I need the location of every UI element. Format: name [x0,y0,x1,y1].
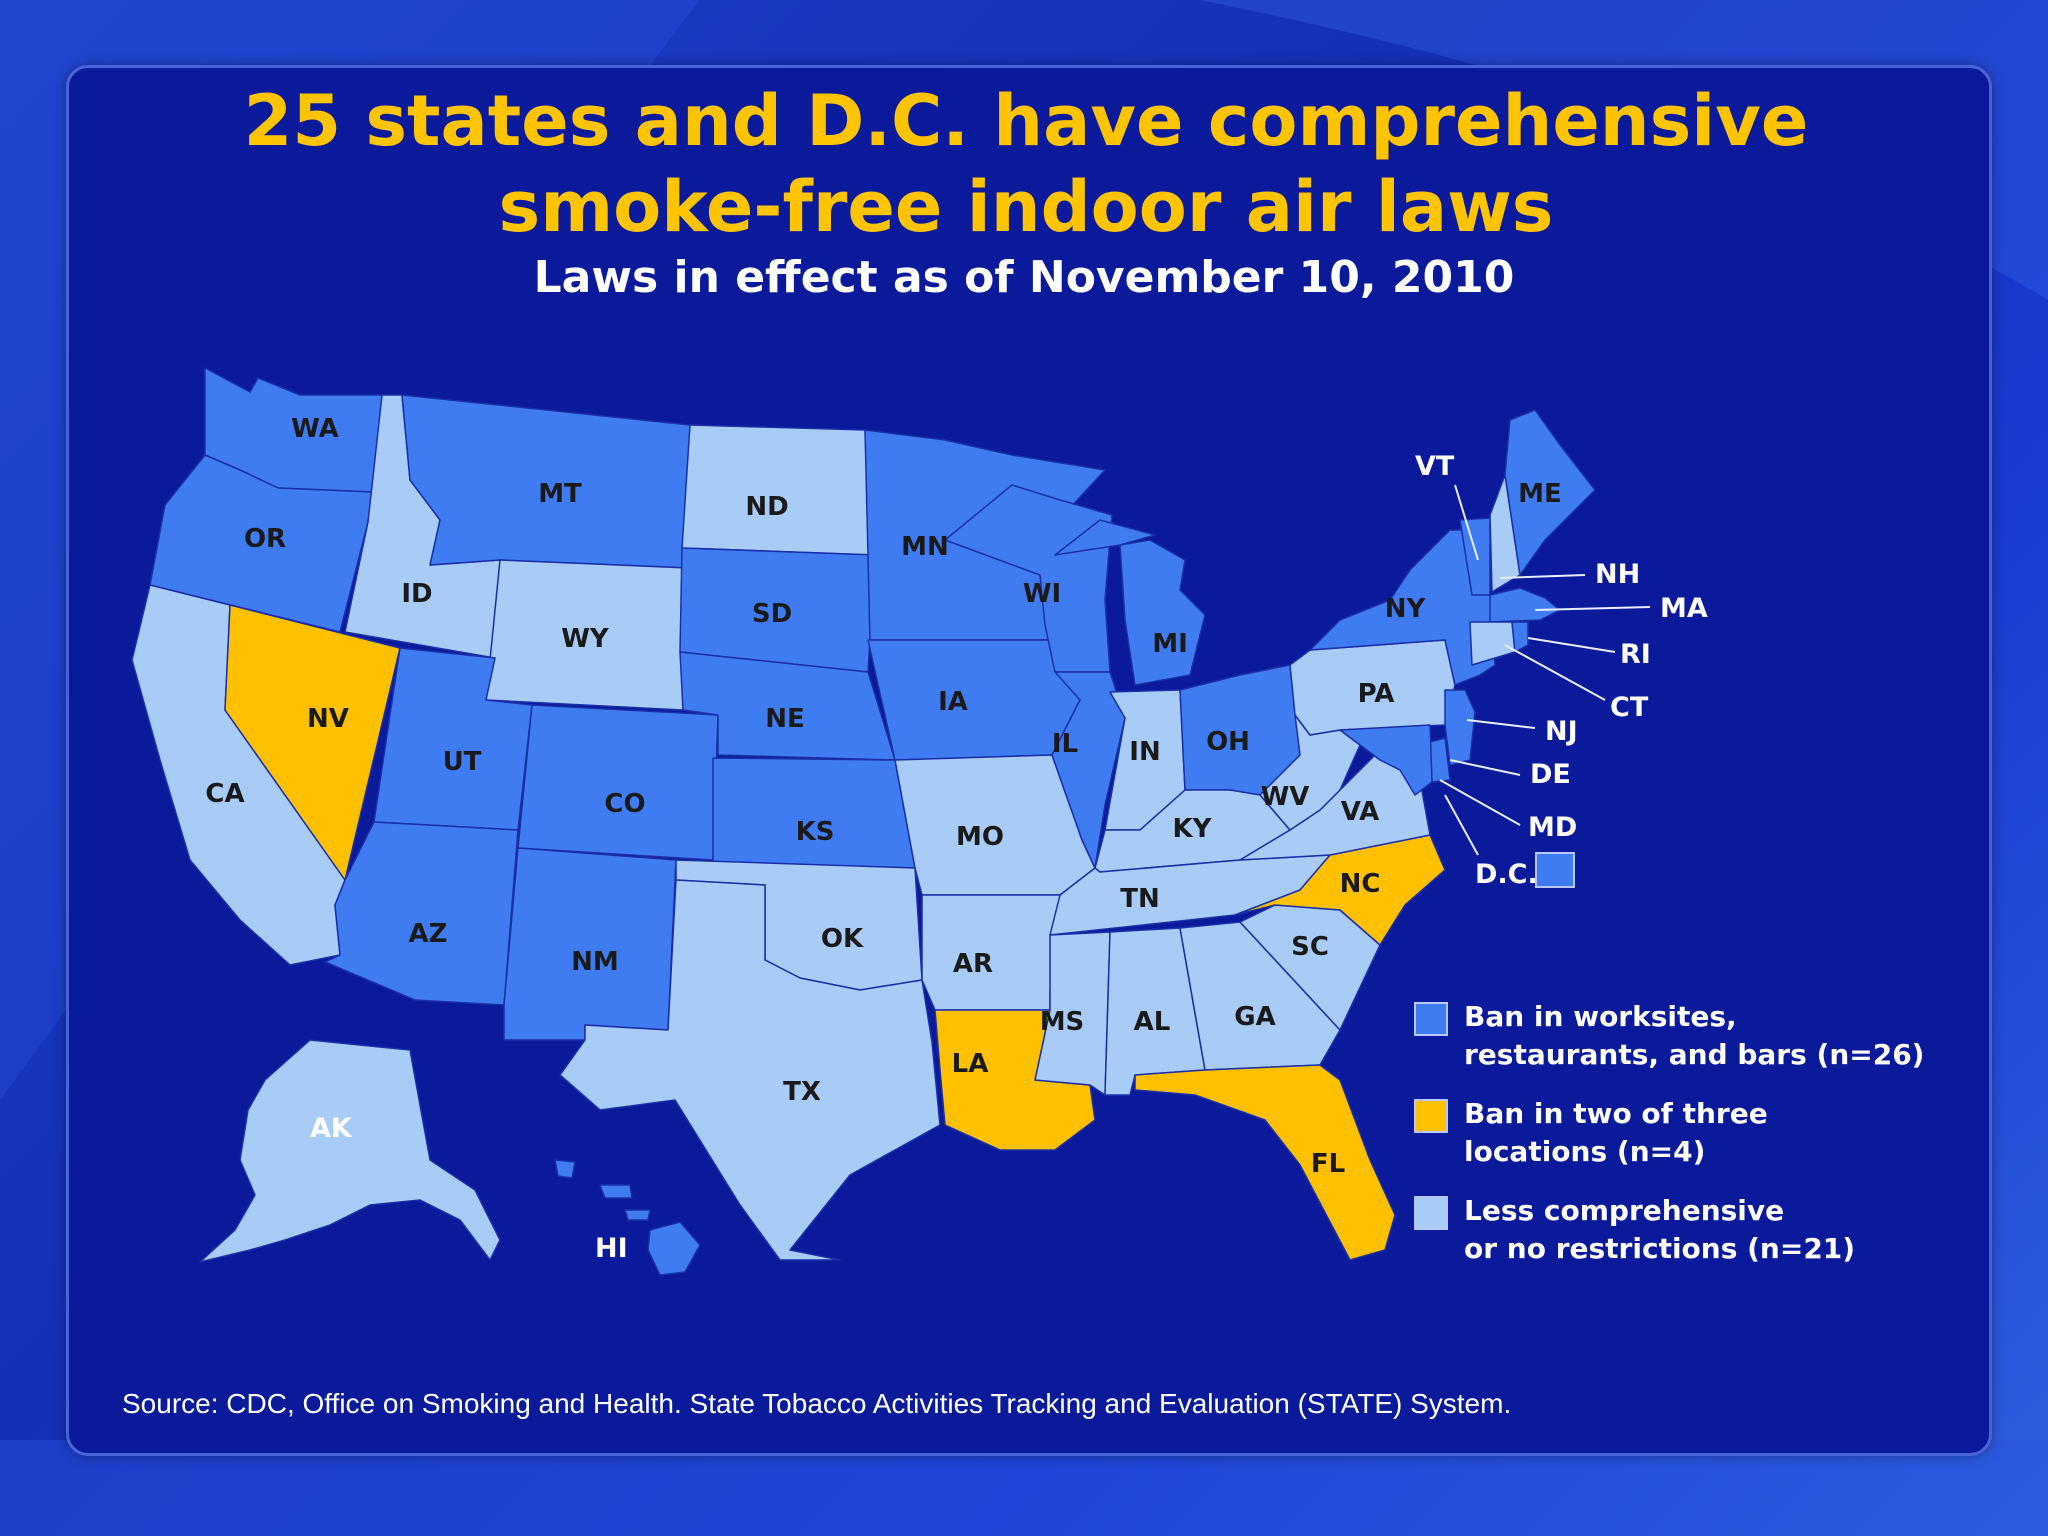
label-wi: WI [1023,579,1061,609]
state-ma [1489,587,1561,623]
label-wa: WA [291,414,339,444]
state-nc [1234,834,1446,946]
state-labels: WA OR CA ID NV MT WY UT AZ CO NM ND SD N… [205,414,1561,1179]
label-al: AL [1134,1007,1171,1037]
legend-item-less: Less comprehensive or no restrictions (n=… [1412,1192,1932,1289]
label-la: LA [952,1049,989,1079]
external-labels: VT NH MA RI CT NJ DE MD D.C. AK HI [310,451,1708,1264]
label-nj: NJ [1545,716,1578,747]
label-vt: VT [1415,451,1455,482]
legend-swatch-comprehensive [1414,1002,1448,1036]
legend-label-less: Less comprehensive or no restrictions (n=… [1464,1194,1856,1265]
label-az: AZ [409,919,448,949]
label-ca: CA [205,779,244,809]
label-il: IL [1052,729,1078,759]
label-ct: CT [1610,692,1649,723]
label-ri: RI [1620,639,1651,670]
leader-lines [1439,484,1651,856]
state-ga [1179,921,1341,1071]
label-nm: NM [571,947,619,977]
state-hi-islands-2 [599,1184,633,1199]
legend-item-partial: Ban in two of three locations (n=4) [1412,1095,1932,1192]
label-ga: GA [1234,1002,1275,1032]
slide-subtitle: Laws in effect as of November 10, 2010 [533,252,1515,303]
label-mt: MT [538,479,582,509]
label-de: DE [1530,759,1571,790]
label-id: ID [401,579,432,609]
label-ia: IA [938,687,968,717]
label-me: ME [1518,479,1562,509]
label-ks: KS [796,817,835,847]
label-mi: MI [1152,629,1188,659]
state-ct [1469,621,1516,666]
state-ak [199,1039,501,1263]
label-ne: NE [765,704,805,734]
label-mn: MN [901,532,949,562]
label-md: MD [1528,812,1577,843]
label-pa: PA [1358,679,1395,709]
title-line-1: 25 states and D.C. have comprehensive [243,80,1809,162]
label-fl: FL [1311,1149,1345,1179]
state-hi [647,1221,701,1276]
state-hi-islands-3 [624,1209,651,1221]
state-ri [1511,621,1529,653]
label-ny: NY [1385,594,1427,624]
state-az [324,821,519,1006]
label-nc: NC [1340,869,1381,899]
label-sc: SC [1291,932,1329,962]
label-nh: NH [1595,559,1640,590]
label-ut: UT [443,747,482,777]
legend: Ban in worksites, restaurants, and bars (… [1412,998,1932,1289]
state-md [1339,724,1433,796]
state-ia [867,639,1081,761]
label-tx: TX [783,1077,821,1107]
slide-title: 25 states and D.C. have comprehensive sm… [66,78,1986,250]
label-ms: MS [1040,1007,1085,1037]
title-line-2: smoke-free indoor air laws [498,166,1554,248]
label-ak: AK [310,1113,353,1144]
label-or: OR [244,524,286,554]
label-oh: OH [1206,727,1250,757]
legend-label-comprehensive: Ban in worksites, restaurants, and bars (… [1464,1000,1925,1071]
state-nd [681,424,876,556]
label-sd: SD [752,599,792,629]
state-tx [559,879,941,1261]
label-nv: NV [307,704,349,734]
state-mi-up [1054,519,1156,556]
label-ma: MA [1660,593,1708,624]
label-ok: OK [821,924,864,954]
state-co [517,704,719,861]
legend-swatch-partial [1414,1099,1448,1133]
state-nj [1444,689,1476,766]
state-ne [679,651,896,761]
source-note: Source: CDC, Office on Smoking and Healt… [122,1388,1512,1419]
label-tn: TN [1120,884,1160,914]
label-dc: D.C. [1475,859,1538,890]
label-wv: WV [1261,782,1310,812]
state-nm [503,847,677,1041]
legend-label-partial: Ban in two of three locations (n=4) [1464,1097,1768,1168]
state-mi [1119,539,1206,686]
state-me [1504,409,1596,576]
state-ks [712,757,916,869]
state-fl [1134,1064,1396,1261]
legend-swatch-less [1414,1196,1448,1230]
label-in: IN [1129,737,1160,767]
label-va: VA [1341,797,1379,827]
legend-item-comprehensive: Ban in worksites, restaurants, and bars (… [1412,998,1932,1095]
state-wi [944,484,1113,673]
label-ky: KY [1173,814,1213,844]
label-co: CO [604,789,645,819]
state-hi-islands [554,1159,576,1179]
label-mo: MO [956,822,1004,852]
label-wy: WY [561,624,610,654]
label-hi: HI [595,1233,628,1264]
label-ar: AR [953,949,993,979]
label-nd: ND [745,492,788,522]
dc-swatch [1535,852,1575,888]
